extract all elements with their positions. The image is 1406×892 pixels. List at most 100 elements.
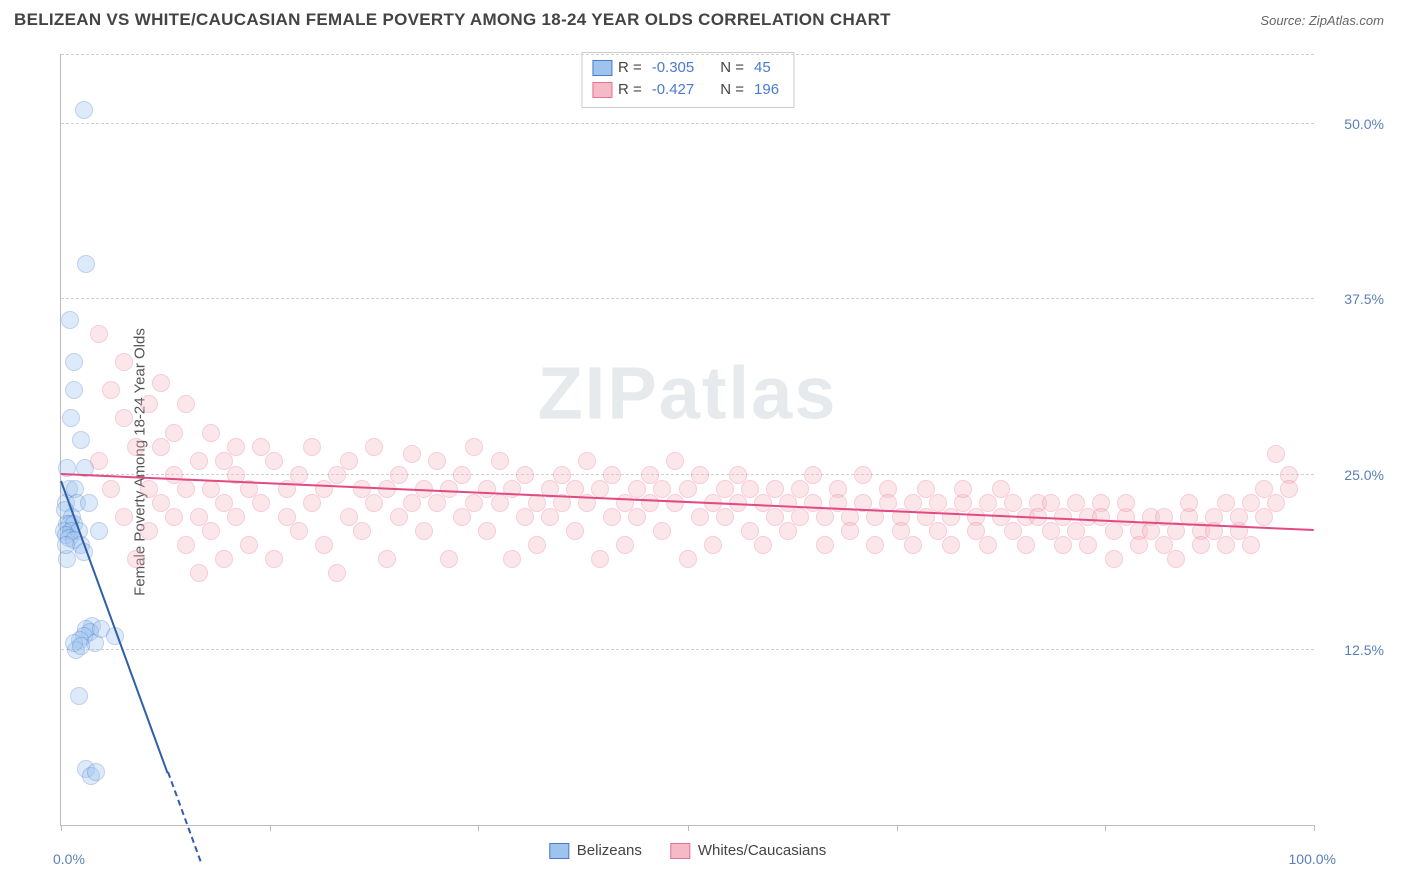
scatter-point	[252, 494, 270, 512]
scatter-point	[127, 438, 145, 456]
stat-N-value-1: 45	[750, 57, 775, 79]
scatter-point	[127, 550, 145, 568]
scatter-point	[1192, 536, 1210, 554]
scatter-point	[303, 494, 321, 512]
scatter-point	[603, 466, 621, 484]
scatter-point	[202, 522, 220, 540]
scatter-point	[704, 536, 722, 554]
scatter-point	[1280, 480, 1298, 498]
scatter-point	[61, 311, 79, 329]
scatter-point	[152, 374, 170, 392]
scatter-point	[428, 494, 446, 512]
scatter-point	[65, 353, 83, 371]
scatter-point	[904, 536, 922, 554]
swatch-series-1	[592, 60, 612, 76]
scatter-point	[115, 508, 133, 526]
scatter-point	[816, 536, 834, 554]
scatter-point	[202, 424, 220, 442]
scatter-point	[491, 452, 509, 470]
scatter-point	[177, 536, 195, 554]
scatter-point	[378, 550, 396, 568]
scatter-point	[1180, 494, 1198, 512]
scatter-point	[1105, 550, 1123, 568]
scatter-point	[328, 564, 346, 582]
y-tick-label: 50.0%	[1322, 116, 1384, 132]
scatter-point	[240, 536, 258, 554]
scatter-point	[165, 424, 183, 442]
plot-region: ZIPatlas R = -0.305 N = 45 R = -0.427 N …	[60, 54, 1314, 826]
scatter-point	[227, 508, 245, 526]
scatter-point	[80, 494, 98, 512]
scatter-point	[679, 480, 697, 498]
scatter-point	[578, 452, 596, 470]
scatter-point	[70, 687, 88, 705]
scatter-point	[716, 508, 734, 526]
scatter-point	[190, 564, 208, 582]
x-tick	[1105, 825, 1106, 831]
scatter-point	[1130, 536, 1148, 554]
scatter-point	[453, 466, 471, 484]
scatter-point	[616, 536, 634, 554]
scatter-point	[265, 550, 283, 568]
scatter-point	[328, 466, 346, 484]
gridline-h	[61, 474, 1314, 475]
scatter-point	[1079, 536, 1097, 554]
y-tick-label: 12.5%	[1322, 642, 1384, 658]
scatter-point	[115, 353, 133, 371]
scatter-point	[804, 466, 822, 484]
scatter-point	[465, 494, 483, 512]
stat-R-label: R =	[618, 79, 642, 101]
correlation-stats-box: R = -0.305 N = 45 R = -0.427 N = 196	[581, 52, 794, 108]
watermark-text: ZIPatlas	[538, 351, 838, 436]
scatter-point	[165, 508, 183, 526]
scatter-point	[177, 395, 195, 413]
scatter-point	[62, 409, 80, 427]
scatter-point	[691, 508, 709, 526]
scatter-point	[115, 409, 133, 427]
scatter-point	[653, 522, 671, 540]
gridline-h	[61, 649, 1314, 650]
scatter-point	[390, 466, 408, 484]
scatter-point	[478, 522, 496, 540]
scatter-point	[1267, 445, 1285, 463]
chart-header: BELIZEAN VS WHITE/CAUCASIAN FEMALE POVER…	[0, 0, 1406, 36]
scatter-point	[102, 480, 120, 498]
scatter-point	[1217, 536, 1235, 554]
scatter-point	[403, 445, 421, 463]
scatter-point	[140, 395, 158, 413]
stat-N-value-2: 196	[750, 79, 783, 101]
scatter-point	[87, 763, 105, 781]
scatter-point	[390, 508, 408, 526]
scatter-point	[353, 522, 371, 540]
scatter-point	[791, 508, 809, 526]
y-tick-label: 37.5%	[1322, 291, 1384, 307]
scatter-point	[691, 466, 709, 484]
stat-R-value-2: -0.427	[648, 79, 699, 101]
scatter-point	[641, 494, 659, 512]
stats-row-series-2: R = -0.427 N = 196	[592, 79, 783, 101]
scatter-point	[290, 466, 308, 484]
stat-R-label: R =	[618, 57, 642, 79]
legend-label-2: Whites/Caucasians	[698, 842, 826, 859]
scatter-point	[90, 522, 108, 540]
scatter-point	[215, 550, 233, 568]
scatter-point	[265, 452, 283, 470]
gridline-h	[61, 298, 1314, 299]
scatter-point	[440, 550, 458, 568]
chart-area: Female Poverty Among 18-24 Year Olds ZIP…	[12, 44, 1394, 880]
chart-title: BELIZEAN VS WHITE/CAUCASIAN FEMALE POVER…	[14, 10, 891, 30]
scatter-point	[679, 550, 697, 568]
scatter-point	[754, 536, 772, 554]
x-axis-max-label: 100.0%	[1289, 851, 1336, 867]
scatter-point	[1054, 536, 1072, 554]
legend-item-1: Belizeans	[549, 842, 642, 859]
legend-swatch-1	[549, 843, 569, 859]
scatter-point	[516, 466, 534, 484]
scatter-point	[465, 438, 483, 456]
scatter-point	[65, 381, 83, 399]
scatter-point	[866, 536, 884, 554]
y-tick-label: 25.0%	[1322, 467, 1384, 483]
scatter-point	[1230, 508, 1248, 526]
x-tick	[61, 825, 62, 831]
chart-source: Source: ZipAtlas.com	[1260, 13, 1384, 28]
